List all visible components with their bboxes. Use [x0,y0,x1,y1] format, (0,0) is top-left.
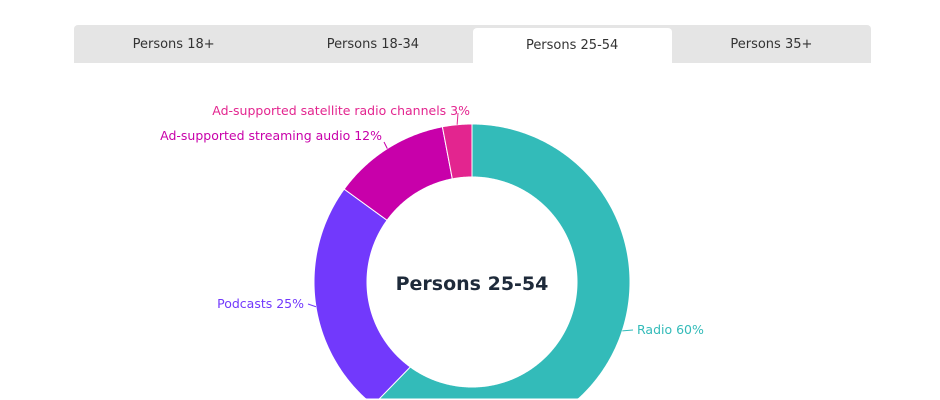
data-label: Podcasts 25% [217,296,304,311]
label-connector [307,303,317,308]
data-label: Radio 60% [637,322,704,337]
data-label: Ad-supported satellite radio channels 3% [212,103,470,118]
data-label: Ad-supported streaming audio 12% [160,128,382,143]
tab-persons-18-34[interactable]: Persons 18-34 [326,36,420,52]
tab-persons-18-plus[interactable]: Persons 18+ [132,36,215,52]
tab-persons-35-plus[interactable]: Persons 35+ [730,36,813,52]
slice-ad-supported-satellite-radio-channels[interactable] [441,123,473,180]
chart-center-title: Persons 25-54 [396,273,549,295]
tab-persons-25-54[interactable]: Persons 25-54 [472,28,672,63]
label-connector [622,329,634,332]
label-connector [383,141,388,149]
label-connector [456,112,459,125]
audience-tabs: Persons 18+ Persons 18-34 Persons 25-54 … [74,25,871,63]
